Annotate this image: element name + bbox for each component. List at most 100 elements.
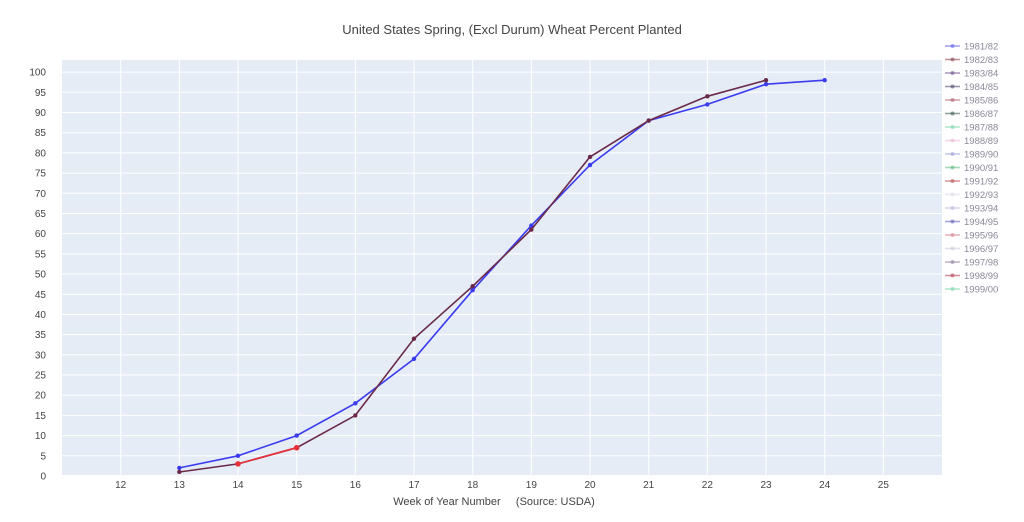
data-point <box>353 413 358 418</box>
legend-item-label[interactable]: 1995/96 <box>964 231 998 242</box>
legend-item-label[interactable]: 1997/98 <box>964 258 998 269</box>
x-axis-title: Week of Year Number (Source: USDA) <box>393 496 595 508</box>
legend-item-label[interactable]: 1988/89 <box>964 136 998 147</box>
data-point <box>470 283 475 289</box>
series-lines <box>177 77 827 475</box>
x-tick-label: 24 <box>819 480 831 491</box>
data-point <box>411 336 417 341</box>
data-point <box>235 453 241 459</box>
data-point <box>763 77 769 83</box>
legend-swatch-marker <box>950 260 955 264</box>
y-tick-label: 70 <box>35 189 47 200</box>
x-tick-label: 15 <box>291 480 303 491</box>
y-tick-label: 40 <box>35 310 47 321</box>
y-tick-label: 0 <box>40 472 46 483</box>
y-tick-label: 45 <box>35 290 47 301</box>
legend-swatch-marker <box>950 71 955 75</box>
x-tick-label: 23 <box>760 480 772 491</box>
y-tick-label: 5 <box>40 451 46 462</box>
y-tick-label: 60 <box>35 229 47 240</box>
x-tick-label: 19 <box>526 480 538 491</box>
legend-swatch-marker <box>950 125 955 129</box>
x-tick-label: 20 <box>584 480 596 491</box>
legend-swatch-marker <box>950 138 955 143</box>
x-tick-label: 16 <box>350 480 362 491</box>
legend-swatch-marker <box>950 44 955 48</box>
legend-swatch-marker <box>950 192 955 197</box>
legend-item-label[interactable]: 1994/95 <box>964 217 998 228</box>
data-point <box>587 162 593 168</box>
legend-swatch-marker <box>950 84 955 89</box>
series-line-2 <box>237 446 297 465</box>
data-point <box>822 77 827 83</box>
legend-item-label[interactable]: 1986/87 <box>964 109 998 120</box>
x-tick-label: 12 <box>115 480 127 491</box>
data-point <box>353 401 358 406</box>
data-point <box>235 461 241 467</box>
y-tick-label: 20 <box>35 391 47 402</box>
legend-item-label[interactable]: 1983/84 <box>964 69 998 80</box>
data-point <box>294 433 299 438</box>
legend-swatch-marker <box>950 165 955 170</box>
y-tick-label: 10 <box>35 431 47 442</box>
legend-item-label[interactable]: 1987/88 <box>964 123 998 134</box>
legend-item-label[interactable]: 1999/00 <box>964 285 998 296</box>
data-point <box>293 444 300 451</box>
y-tick-label: 55 <box>35 249 47 260</box>
grid-lines <box>62 60 942 477</box>
data-point <box>470 288 475 293</box>
y-axis-ticks: 0 5 10 15 20 25 30 35 40 45 50 55 60 65 70 75 80 85 90 95 10… <box>29 68 46 483</box>
data-point <box>529 227 534 232</box>
y-tick-label: 100 <box>29 68 46 79</box>
data-point <box>646 118 651 123</box>
legend-swatch-marker <box>950 111 955 116</box>
y-tick-label: 75 <box>35 169 47 180</box>
legend-item-label[interactable]: 1991/92 <box>964 177 998 188</box>
y-tick-label: 25 <box>35 371 47 382</box>
y-tick-label: 65 <box>35 209 47 220</box>
chart-title: United States Spring, (Excl Durum) Wheat… <box>342 22 682 37</box>
plot-background <box>62 60 942 476</box>
legend-item-label[interactable]: 1996/97 <box>964 244 998 255</box>
data-point <box>763 82 769 87</box>
legend-item-label[interactable]: 1993/94 <box>964 204 998 215</box>
x-tick-label: 25 <box>878 480 890 491</box>
x-tick-label: 14 <box>232 480 244 491</box>
legend-swatch-marker <box>950 98 955 102</box>
legend-item-label[interactable]: 1998/99 <box>964 271 998 282</box>
legend-item-label[interactable]: 1990/91 <box>964 163 998 174</box>
legend-item-label[interactable]: 1989/90 <box>964 150 998 161</box>
data-point <box>177 469 182 475</box>
y-tick-label: 30 <box>35 350 47 361</box>
legend-swatch-marker <box>950 287 955 291</box>
data-point <box>587 154 593 160</box>
legend-swatch-marker <box>950 206 955 210</box>
data-point <box>411 356 417 362</box>
data-point <box>177 465 182 471</box>
legend: 1981/82 1982/83 1983/84 1984/85 1985/86 1986/… <box>945 42 998 296</box>
legend-item-label[interactable]: 1981/82 <box>964 42 998 53</box>
legend-swatch-marker <box>950 246 955 251</box>
legend-swatch-marker <box>950 219 955 224</box>
y-tick-label: 90 <box>35 108 47 119</box>
data-point <box>705 102 710 107</box>
x-tick-label: 17 <box>408 480 420 491</box>
y-tick-label: 80 <box>35 148 47 159</box>
legend-item-label[interactable]: 1984/85 <box>964 82 998 93</box>
x-tick-label: 21 <box>643 480 655 491</box>
data-point <box>529 223 534 228</box>
x-tick-label: 18 <box>467 480 479 491</box>
legend-swatch-marker <box>950 152 955 156</box>
x-axis-ticks: 12 13 14 15 16 17 18 19 20 21 22 23 24 25 <box>115 480 889 491</box>
y-tick-label: 95 <box>35 88 47 99</box>
x-tick-label: 13 <box>174 480 186 491</box>
legend-swatch-marker <box>950 233 955 237</box>
y-tick-label: 85 <box>35 128 47 139</box>
y-tick-label: 50 <box>35 270 47 281</box>
legend-item-label[interactable]: 1985/86 <box>964 96 998 107</box>
y-tick-label: 35 <box>35 330 47 341</box>
legend-item-label[interactable]: 1992/93 <box>964 190 998 201</box>
legend-item-label[interactable]: 1982/83 <box>964 55 998 66</box>
legend-swatch-marker <box>950 179 955 183</box>
